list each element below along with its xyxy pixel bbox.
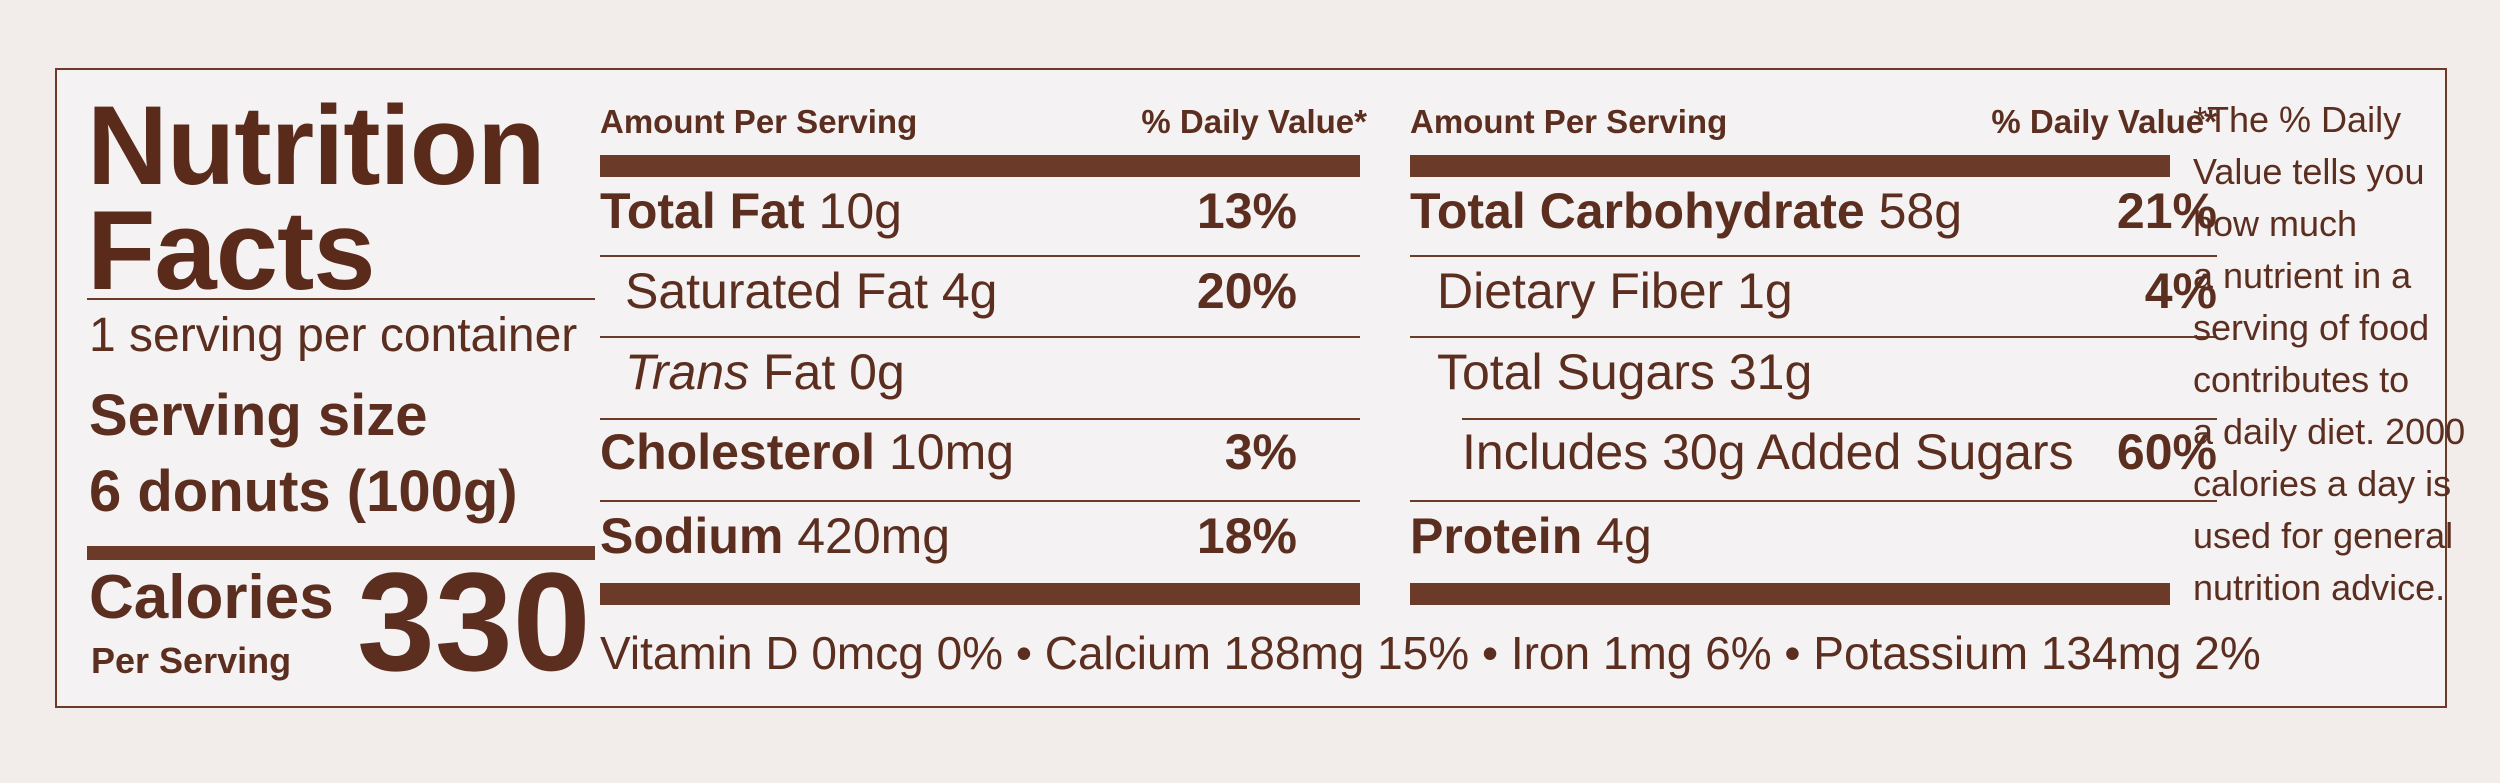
nutrient-name: Dietary Fiber (1437, 263, 1724, 319)
servings-per-container: 1 serving per container (89, 309, 578, 362)
total-fat-row: Total Fat 10g (600, 182, 902, 240)
nutrient-amount: 1g (1737, 263, 1793, 319)
divider (1410, 500, 2217, 502)
thick-divider (600, 583, 1360, 605)
vitamins-minerals: Vitamin D 0mcg 0% • Calcium 188mg 15% • … (600, 627, 2261, 679)
nutrition-facts-label: Nutrition Facts 1 serving per container … (55, 68, 2465, 708)
footnote-line: serving of food (2193, 307, 2430, 348)
total-fat-dv: 13% (1196, 183, 1297, 239)
added-sugars-row: Includes 30g Added Sugars (1462, 423, 2074, 481)
calories-value: 330 (357, 543, 591, 700)
thick-divider (87, 546, 595, 560)
protein-row: Protein 4g (1410, 507, 1652, 565)
divider (600, 336, 1360, 338)
total-carbohydrate-dv: 21% (2116, 183, 2217, 239)
thick-divider (1410, 583, 2170, 605)
sodium-row: Sodium 420mg (600, 507, 950, 565)
nutrient-amount: 4g (1596, 508, 1652, 564)
nutrient-name: Total Carbohydrate (1410, 183, 1865, 239)
nutrient-name: Fat (763, 344, 836, 400)
footnote-line: *The % Daily (2193, 99, 2402, 140)
footnote-line: a daily diet. 2000 (2193, 411, 2466, 452)
nutrient-name: Protein (1410, 508, 1583, 564)
divider (1410, 336, 2217, 338)
nutrient-amount: 4g (941, 263, 998, 319)
nutrient-amount: 31g (1728, 344, 1813, 400)
total-sugars-row: Total Sugars 31g (1437, 343, 1812, 401)
nutrient-amount: 10mg (888, 424, 1015, 480)
left-header-amount: Amount Per Serving (600, 103, 918, 140)
footnote-line: a nutrient in a (2193, 255, 2412, 296)
calories-sublabel: Per Serving (91, 640, 292, 681)
footnote-line: contributes to (2193, 359, 2410, 400)
cholesterol-row: Cholesterol 10mg (600, 423, 1014, 481)
thick-divider (1410, 155, 2170, 177)
saturated-fat-row: Saturated Fat 4g (625, 262, 998, 320)
divider (600, 500, 1360, 502)
total-carbohydrate-row: Total Carbohydrate 58g (1410, 182, 1962, 240)
left-header-dv: % Daily Value* (1141, 103, 1367, 140)
nutrient-amount: 58g (1878, 183, 1963, 239)
nutrient-name: Saturated Fat (625, 263, 928, 319)
nutrient-amount: 10g (818, 183, 902, 239)
added-sugars-dv: 60% (2116, 424, 2217, 480)
footnote-line: nutrition advice. (2193, 567, 2446, 608)
sodium-dv: 18% (1196, 508, 1297, 564)
divider (1462, 418, 2217, 420)
footnote-line: how much (2193, 203, 2358, 244)
serving-size-label: Serving size (89, 383, 428, 448)
cholesterol-dv: 3% (1224, 424, 1297, 480)
nutrient-name-italic: Trans (625, 344, 750, 400)
divider (600, 255, 1360, 257)
footnote-line: calories a day is (2193, 463, 2452, 504)
serving-size-value: 6 donuts (100g) (89, 459, 518, 524)
daily-value-footnote: *The % Daily Value tells you how much a … (2193, 94, 2465, 614)
nutrient-amount: 420mg (797, 508, 951, 564)
title-line-2: Facts (87, 188, 376, 313)
divider (1410, 255, 2217, 257)
calories-label: Calories (89, 563, 334, 632)
nutrient-name: Sodium (600, 508, 784, 564)
footnote-line: Value tells you (2193, 151, 2425, 192)
nutrient-name: Includes 30g Added Sugars (1462, 424, 2074, 480)
saturated-fat-dv: 20% (1196, 263, 1297, 319)
nutrient-name: Total Fat (600, 183, 805, 239)
nutrient-name: Cholesterol (600, 424, 876, 480)
thick-divider (600, 155, 1360, 177)
divider (87, 298, 595, 300)
divider (600, 418, 1360, 420)
dietary-fiber-dv: 4% (2144, 263, 2217, 319)
dietary-fiber-row: Dietary Fiber 1g (1437, 262, 1793, 320)
footnote-line: used for general (2193, 515, 2454, 556)
nutrient-name: Total Sugars (1437, 344, 1715, 400)
nutrient-amount: 0g (849, 344, 905, 400)
title-line-1: Nutrition (87, 83, 546, 208)
right-header-dv: % Daily Value* (1991, 103, 2217, 140)
trans-fat-row: Trans Fat 0g (625, 343, 905, 401)
right-header-amount: Amount Per Serving (1410, 103, 1728, 140)
